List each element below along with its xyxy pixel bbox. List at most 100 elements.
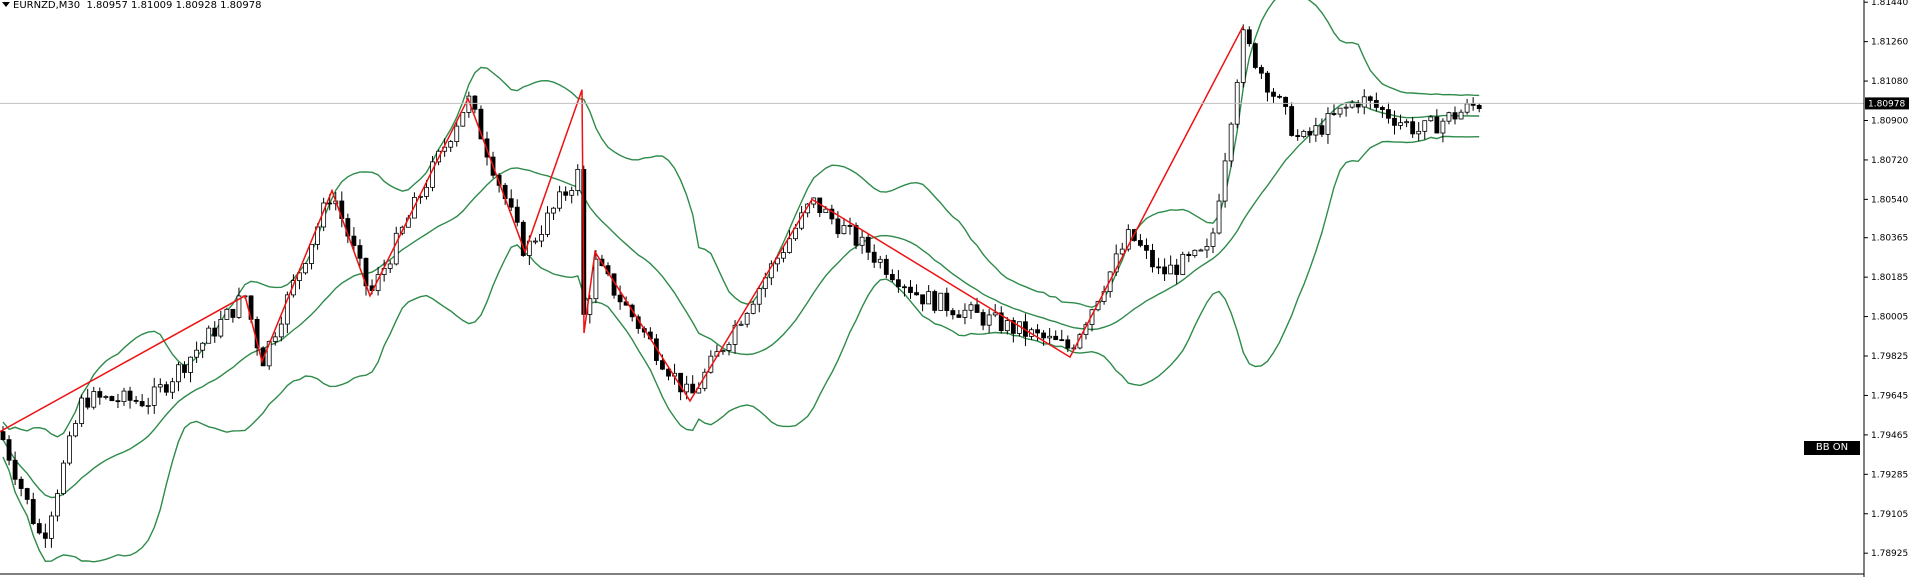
candle-body [551, 207, 556, 214]
candle-body [1138, 240, 1143, 246]
candle-body [1313, 125, 1319, 136]
dropdown-triangle-icon[interactable] [2, 2, 10, 7]
candle-body [1144, 244, 1149, 251]
candle-body [1113, 253, 1119, 273]
price-tick-label: 1.80720 [1871, 156, 1908, 166]
zigzag-path [0, 25, 1244, 433]
candle-body [1386, 109, 1391, 119]
candle-body [841, 225, 847, 235]
candle-body [1180, 253, 1186, 275]
candle-body [1222, 160, 1228, 202]
candle-body [1373, 100, 1379, 108]
candle-body [690, 383, 696, 394]
candle-body [914, 292, 919, 296]
candle-body [115, 400, 121, 403]
candle-body [0, 431, 6, 441]
candle-body [145, 404, 151, 407]
candle-body [508, 198, 514, 208]
candle-body [1470, 103, 1476, 106]
candle-body [472, 95, 478, 110]
candle-body [351, 235, 357, 246]
candle-body [290, 280, 296, 296]
bollinger-middle [2, 100, 1480, 499]
candle-body [121, 390, 127, 403]
candle-body [55, 493, 60, 517]
candle-body [1246, 29, 1252, 45]
candle-body [956, 314, 962, 318]
candle-body [387, 263, 393, 269]
candle-body [91, 391, 97, 408]
candle-body [750, 303, 756, 314]
candle-body [194, 349, 200, 358]
candle-body [1277, 95, 1282, 98]
candle-body [1428, 116, 1434, 122]
candle-body [569, 190, 575, 196]
candle-body [478, 108, 484, 140]
candle-body [1319, 125, 1325, 135]
candle-body [823, 208, 829, 213]
candle-body [1398, 122, 1403, 126]
candle-body [1041, 332, 1046, 339]
price-tick-label: 1.79465 [1871, 431, 1908, 441]
candle-body [127, 390, 133, 401]
candle-body [182, 364, 187, 373]
candle-body [1259, 67, 1264, 74]
candle-body [327, 202, 333, 205]
candle-body [962, 309, 968, 318]
candle-body [1095, 301, 1101, 311]
candle-body [726, 344, 732, 351]
candle-body [1422, 120, 1428, 132]
symbol-label: EURNZD,M30 [13, 0, 81, 11]
price-tick-label: 1.80540 [1871, 195, 1908, 205]
candle-body [533, 240, 538, 243]
candle-body [176, 364, 181, 383]
candle-body [1289, 106, 1295, 136]
candle-body [1283, 96, 1288, 107]
price-tick-label: 1.81260 [1871, 38, 1908, 48]
candle-body [1174, 264, 1180, 275]
candle-body [520, 221, 526, 256]
candle-body [1361, 96, 1367, 108]
candle-body [926, 291, 932, 305]
candle-body [865, 236, 871, 253]
candle-body [79, 397, 85, 424]
candle-body [720, 350, 726, 353]
candle-body [24, 488, 30, 500]
candle-body [357, 245, 363, 259]
candle-body [454, 125, 460, 142]
candle-body [660, 360, 665, 370]
candle-body [163, 384, 169, 393]
candle-body [968, 304, 974, 311]
candle-body [938, 292, 944, 311]
candle-body [920, 294, 925, 305]
candle-body [1216, 200, 1222, 234]
candle-body [829, 208, 835, 220]
candle-body [1150, 249, 1155, 268]
candle-body [974, 304, 980, 313]
candle-body [1198, 249, 1204, 252]
chart-header: EURNZD,M30 1.80957 1.81009 1.80928 1.809… [2, 0, 261, 11]
candle-body [169, 381, 175, 393]
candle-body [1458, 111, 1464, 120]
candle-body [1446, 112, 1452, 122]
candle-body [1004, 320, 1010, 332]
candle-body [1295, 135, 1301, 138]
candle-body [575, 169, 581, 191]
candle-body [109, 396, 115, 402]
candle-body [1192, 249, 1198, 256]
price-tick-label: 1.79285 [1871, 470, 1908, 480]
candle-body [1301, 130, 1307, 138]
candle-body [151, 386, 157, 406]
candle-body [593, 258, 599, 300]
candle-body [272, 336, 278, 342]
candle-body [1162, 266, 1167, 275]
candle-body [557, 191, 562, 209]
candle-body [1452, 112, 1458, 120]
candle-body [1089, 309, 1095, 326]
candle-body [563, 191, 569, 196]
bb-indicator-badge[interactable]: BB ON [1804, 441, 1860, 455]
candle-body [133, 399, 139, 402]
candle-body [896, 279, 901, 288]
candle-body [1367, 96, 1373, 101]
